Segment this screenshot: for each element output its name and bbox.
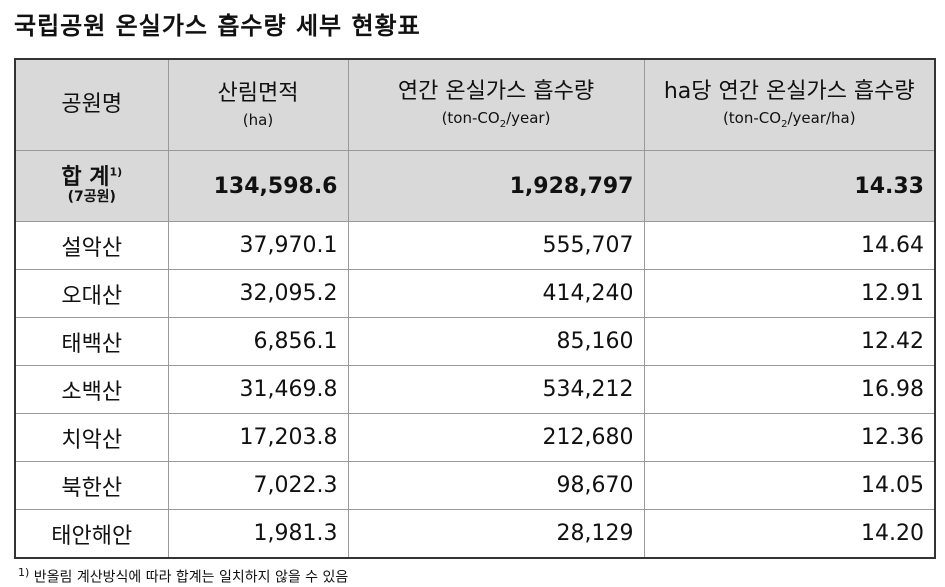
table-row: 설악산 37,970.1 555,707 14.64 [14, 221, 936, 270]
cell-value: 98,670 [347, 461, 645, 510]
unit-part: (ha) [242, 111, 274, 130]
total-row: 합 계1) (7공원) 134,598.6 1,928,797 14.33 [14, 150, 936, 222]
cell-value: 32,095.2 [167, 269, 349, 318]
cell-value: 12.36 [643, 413, 936, 462]
table-row: 태백산 6,856.1 85,160 12.42 [14, 317, 936, 366]
header-cell: 공원명 [14, 58, 169, 151]
cell-value: 414,240 [347, 269, 645, 318]
header-cell: 산림면적 (ha) [167, 58, 349, 151]
footnote-text: 반올림 계산방식에 따라 합계는 일치하지 않을 수 있음 [33, 569, 349, 586]
park-name: 태백산 [14, 317, 169, 366]
cell-value: 37,970.1 [167, 221, 349, 270]
table-body: 합 계1) (7공원) 134,598.6 1,928,797 14.33 설악산 37,9… [14, 150, 936, 559]
cell-value: 534,212 [347, 365, 645, 414]
table-row: 소백산 31,469.8 534,212 16.98 [14, 365, 936, 414]
total-name: 합 계 [61, 165, 110, 191]
table-row: 오대산 32,095.2 414,240 12.91 [14, 269, 936, 318]
total-value: 14.33 [643, 150, 936, 222]
cell-value: 212,680 [347, 413, 645, 462]
cell-value: 28,129 [347, 509, 645, 559]
header-unit: (ton-CO2/year/ha) [655, 109, 925, 131]
header-label: ha당 연간 온실가스 흡수량 [663, 78, 915, 104]
footnote: 1) 반올림 계산방식에 따라 합계는 일치하지 않을 수 있음 [18, 566, 348, 587]
cell-value: 16.98 [643, 365, 936, 414]
cell-value: 31,469.8 [167, 365, 349, 414]
cell-value: 12.42 [643, 317, 936, 366]
cell-value: 14.05 [643, 461, 936, 510]
unit-part: (ton-CO [722, 109, 782, 128]
header-label: 산림면적 [217, 80, 299, 106]
park-name: 북한산 [14, 461, 169, 510]
cell-value: 14.20 [643, 509, 936, 559]
unit-part: 2 [781, 119, 788, 131]
cell-value: 85,160 [347, 317, 645, 366]
data-table: 공원명 산림면적 (ha) 연간 온실가스 흡수량 (ton-CO2/year) ha당 … [14, 58, 936, 559]
header-cell: 연간 온실가스 흡수량 (ton-CO2/year) [347, 58, 645, 151]
total-value: 134,598.6 [167, 150, 349, 222]
unit-part: 2 [499, 119, 507, 131]
header-unit: (ha) [179, 111, 338, 129]
park-name: 설악산 [14, 221, 169, 270]
cell-value: 12.91 [643, 269, 936, 318]
header-row: 공원명 산림면적 (ha) 연간 온실가스 흡수량 (ton-CO2/year) ha당 … [14, 58, 936, 151]
cell-value: 17,203.8 [167, 413, 349, 462]
cell-value: 14.64 [643, 221, 936, 270]
cell-value: 1,981.3 [167, 509, 349, 559]
park-name: 오대산 [14, 269, 169, 318]
total-sub: (7공원) [67, 189, 116, 206]
total-name-cell: 합 계1) (7공원) [14, 150, 169, 222]
table-row: 치악산 17,203.8 212,680 12.36 [14, 413, 936, 462]
park-name: 태안해안 [14, 509, 169, 559]
note-mark: 1) [109, 165, 123, 179]
title: 국립공원 온실가스 흡수량 세부 현황표 [14, 12, 421, 40]
unit-part: /year) [506, 109, 551, 128]
unit-part: (ton-CO [441, 109, 500, 128]
total-value: 1,928,797 [347, 150, 645, 222]
header-unit: (ton-CO2/year) [359, 109, 634, 131]
header-label: 공원명 [61, 91, 123, 117]
park-name: 치악산 [14, 413, 169, 462]
cell-value: 6,856.1 [167, 317, 349, 366]
park-name: 소백산 [14, 365, 169, 414]
table-row: 북한산 7,022.3 98,670 14.05 [14, 461, 936, 510]
unit-part: /year/ha) [787, 109, 856, 128]
cell-value: 7,022.3 [167, 461, 349, 510]
footnote-mark: 1) [18, 566, 30, 579]
table-row: 태안해안 1,981.3 28,129 14.20 [14, 509, 936, 559]
cell-value: 555,707 [347, 221, 645, 270]
header-label: 연간 온실가스 흡수량 [397, 78, 595, 104]
header-cell: ha당 연간 온실가스 흡수량 (ton-CO2/year/ha) [643, 58, 936, 151]
table-header: 공원명 산림면적 (ha) 연간 온실가스 흡수량 (ton-CO2/year) ha당 … [14, 58, 936, 151]
